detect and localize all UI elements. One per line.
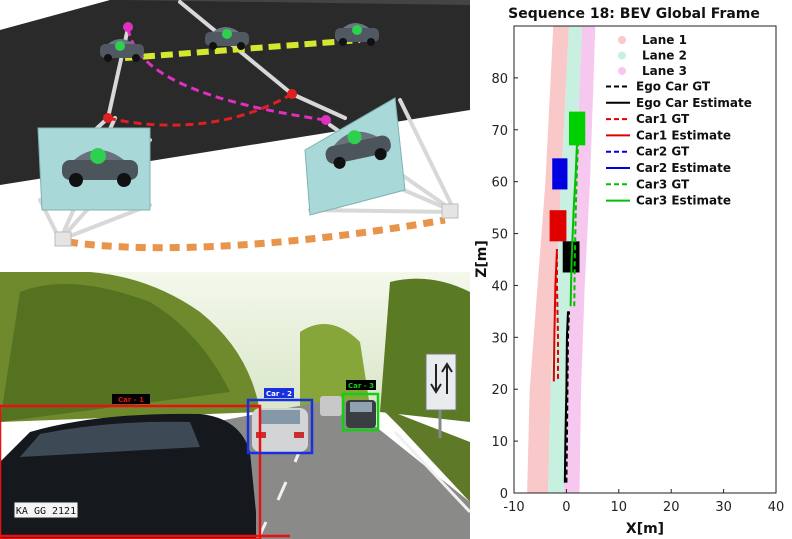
x-tick-label: 10 [611,500,628,515]
road-sign [425,353,457,411]
car-1-label: Car - 1 [118,396,144,404]
x-tick-label: 30 [715,500,732,515]
factor-graph-scene [0,0,470,252]
y-tick-label: 70 [491,124,508,139]
ego-car-gt-line [565,311,571,483]
legend-entry: Car2 Estimate [636,161,731,175]
y-tick-label: 20 [491,383,508,398]
camera-frame: KA GG 2121 Car - 1 Car - 2 Car - 3 [0,272,470,539]
legend-entry: Lane 3 [642,64,687,78]
plot-area [527,26,596,493]
y-axis-label: Z[m] [474,240,490,278]
camera-body [54,231,72,247]
legend-swatch [618,51,626,60]
car1-gt-line [555,249,560,379]
camera-body [441,203,459,219]
tree-line [0,272,470,422]
car-1-bbox [0,404,262,539]
legend-entry: Car1 Estimate [636,128,731,142]
x-tick-label: -10 [503,500,524,515]
car-2-vehicle [252,408,308,452]
car-3-label: Car - 3 [348,382,374,390]
x-tick-label: 20 [663,500,680,515]
y-tick-label: 10 [491,435,508,450]
legend-entry: Car3 Estimate [636,194,731,208]
bev-chart: Sequence 18: BEV Global Frame -10 0 10 20 30… [474,6,784,537]
legend-entry: Ego Car Estimate [636,96,752,110]
distant-car [320,396,342,416]
y-tick-label: 40 [491,279,508,294]
legend-swatch [618,36,626,44]
legend-entry: Lane 2 [642,49,687,63]
arrow-up-icon [441,362,453,394]
car1-box [549,210,567,242]
landmark-node [123,22,133,32]
legend-entry: Lane 1 [642,33,687,47]
landmark-node [321,115,331,125]
red-factor-edge [107,92,293,127]
legend-entry: Car2 GT [636,145,690,159]
car-1-tag [112,394,150,404]
orange-odometry-edge [67,216,446,252]
car-2-tag [264,388,294,398]
legend-swatch [618,67,626,75]
legend-entry: Ego Car GT [636,80,711,94]
y-tick-label: 60 [491,176,508,191]
car-2-bbox [246,398,314,455]
car-model-icon [62,148,138,187]
car-3-vehicle [346,400,376,428]
magenta-factor-edge [126,27,326,122]
car1-estimate-line [552,249,558,382]
y-axis-ticks: 0 10 20 30 40 50 60 70 80 [491,72,518,502]
car-model-icon [325,130,391,169]
x-tick-label: 40 [768,500,785,515]
y-tick-label: 50 [491,228,508,243]
lane-markings [256,430,470,539]
y-tick-label: 0 [500,487,508,502]
arrow-down-icon [430,364,442,394]
chart-title: Sequence 18: BEV Global Frame [508,6,760,22]
plot-frame [513,25,777,494]
grass-verge [380,407,470,502]
legend-entry: Car1 GT [636,112,690,126]
car-3-tag [346,380,376,390]
car-2-label: Car - 2 [266,390,292,398]
car3-gt-line [573,145,579,307]
lane-1-band [527,26,570,493]
car3-estimate-line [569,145,578,307]
car-3-bbox [341,392,380,432]
car-model-icon [205,27,249,50]
x-tick-label: 0 [562,500,570,515]
car3-box [569,111,586,146]
landmark-node [287,89,297,99]
y-tick-label: 30 [491,331,508,346]
landmark-node [103,113,113,123]
road-plane-edge [110,0,470,5]
legend-entry: Car3 GT [636,177,690,191]
x-axis-ticks: -10 0 10 20 30 40 [503,489,784,515]
x-axis-label: X[m] [626,521,664,537]
car-model-icon [100,39,144,62]
license-plate: KA GG 2121 [16,506,76,517]
car-model-icon [335,23,379,46]
ego-car-estimate-line [563,311,569,483]
car-1-vehicle: KA GG 2121 [0,413,256,539]
y-tick-label: 80 [491,72,508,87]
car2-box [552,158,568,190]
